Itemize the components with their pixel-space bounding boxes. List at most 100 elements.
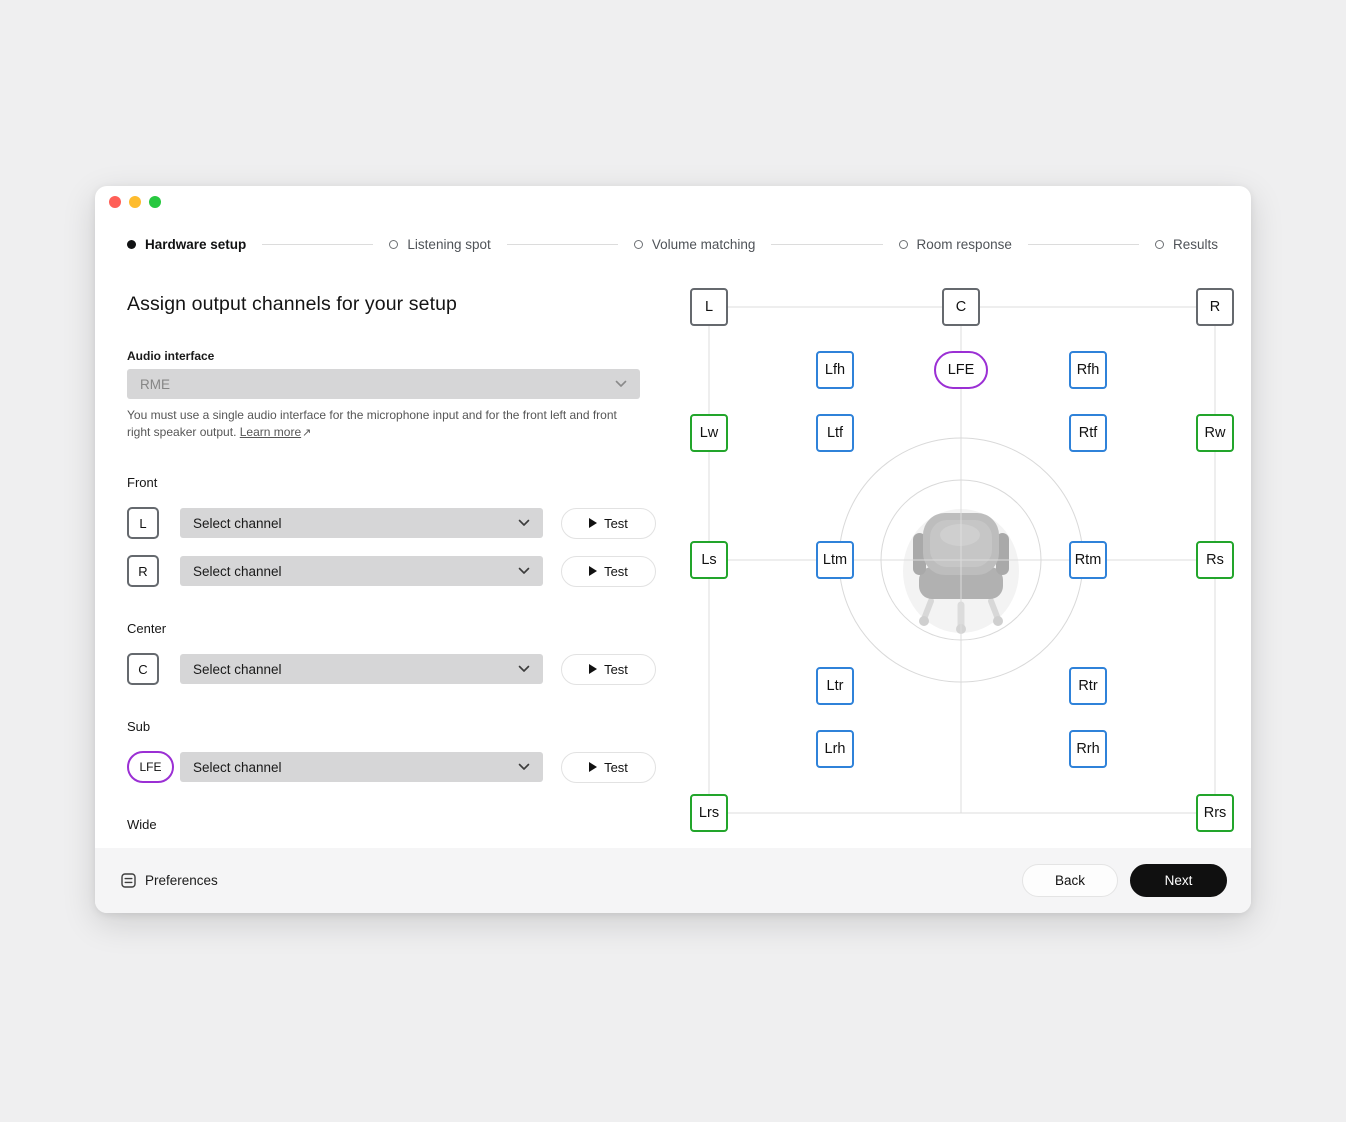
minimize-button[interactable] bbox=[129, 196, 141, 208]
chevron-down-icon bbox=[518, 519, 530, 526]
test-button-r[interactable]: Test bbox=[561, 555, 656, 587]
play-icon bbox=[589, 566, 598, 576]
diagram-speaker-rtr[interactable]: Rtr bbox=[1069, 667, 1107, 705]
close-button[interactable] bbox=[109, 196, 121, 208]
chevron-down-icon bbox=[518, 763, 530, 770]
diagram-speaker-rw[interactable]: Rw bbox=[1196, 414, 1234, 452]
stepper-step-results[interactable]: Results bbox=[1154, 237, 1218, 252]
audio-interface-select[interactable]: RME bbox=[127, 369, 640, 399]
diagram-speaker-r[interactable]: R bbox=[1196, 288, 1234, 326]
step-circle-icon bbox=[389, 240, 399, 249]
stepper-connector-line bbox=[1027, 244, 1139, 245]
preferences-icon bbox=[121, 873, 136, 888]
diagram-speaker-rtm[interactable]: Rtm bbox=[1069, 541, 1107, 579]
channel-row-l: L Select channel Test bbox=[127, 507, 656, 539]
stepper-connector-line bbox=[771, 244, 883, 245]
test-button-l[interactable]: Test bbox=[561, 507, 656, 539]
diagram-speaker-c[interactable]: C bbox=[942, 288, 980, 326]
footer-bar: Preferences Back Next bbox=[95, 848, 1251, 913]
window-controls bbox=[109, 196, 161, 208]
diagram-speaker-lw[interactable]: Lw bbox=[690, 414, 728, 452]
back-button[interactable]: Back bbox=[1022, 864, 1118, 897]
stepper-step-room-response[interactable]: Room response bbox=[898, 237, 1012, 252]
learn-more-link[interactable]: Learn more bbox=[239, 424, 302, 439]
speaker-badge-l: L bbox=[127, 507, 159, 539]
channel-select-placeholder: Select channel bbox=[193, 563, 282, 579]
section-label: Sub bbox=[127, 719, 151, 734]
channel-assignment-panel: Assign output channels for your setup Au… bbox=[127, 186, 656, 833]
step-label: Hardware setup bbox=[145, 237, 247, 252]
zoom-button[interactable] bbox=[149, 196, 161, 208]
app-window: Hardware setup Listening spot Volume match… bbox=[95, 186, 1251, 913]
chevron-down-icon bbox=[518, 665, 530, 672]
diagram-speaker-rs[interactable]: Rs bbox=[1196, 541, 1234, 579]
help-text: You must use a single audio interface fo… bbox=[127, 408, 617, 439]
next-button[interactable]: Next bbox=[1130, 864, 1227, 897]
step-label: Listening spot bbox=[407, 237, 491, 252]
channel-select-l[interactable]: Select channel bbox=[180, 508, 543, 538]
section-label: Front bbox=[127, 475, 158, 490]
preferences-button[interactable]: Preferences bbox=[121, 873, 218, 888]
diagram-speaker-rtf[interactable]: Rtf bbox=[1069, 414, 1107, 452]
section-label: Center bbox=[127, 621, 167, 636]
chevron-down-icon bbox=[518, 567, 530, 574]
diagram-speaker-lfe[interactable]: LFE bbox=[934, 351, 988, 389]
step-label: Room response bbox=[916, 237, 1012, 252]
audio-interface-value: RME bbox=[140, 376, 170, 392]
diagram-speaker-lfh[interactable]: Lfh bbox=[816, 351, 854, 389]
section-front: Front L Select channel Test R Select channel T… bbox=[127, 475, 656, 587]
stepper-step-volume-matching[interactable]: Volume matching bbox=[633, 237, 756, 252]
channel-row-r: R Select channel Test bbox=[127, 555, 656, 587]
preferences-label: Preferences bbox=[145, 873, 218, 888]
stepper-step-hardware-setup[interactable]: Hardware setup bbox=[127, 237, 246, 252]
channel-select-r[interactable]: Select channel bbox=[180, 556, 543, 586]
step-circle-icon bbox=[633, 240, 643, 249]
audio-interface-help: You must use a single audio interface fo… bbox=[127, 407, 639, 441]
section-label: Wide bbox=[127, 817, 157, 832]
speaker-badge-c: C bbox=[127, 653, 159, 685]
channel-select-placeholder: Select channel bbox=[193, 515, 282, 531]
test-button-label: Test bbox=[604, 759, 628, 775]
stepper-connector-line bbox=[506, 244, 618, 245]
channel-row-c: C Select channel Test bbox=[127, 653, 656, 685]
test-button-label: Test bbox=[604, 661, 628, 677]
section-wide: Wide bbox=[127, 817, 656, 833]
chevron-down-icon bbox=[615, 380, 627, 387]
diagram-speaker-lrh[interactable]: Lrh bbox=[816, 730, 854, 768]
diagram-speaker-ltr[interactable]: Ltr bbox=[816, 667, 854, 705]
diagram-speaker-rrh[interactable]: Rrh bbox=[1069, 730, 1107, 768]
channel-row-lfe: LFE Select channel Test bbox=[127, 751, 656, 783]
diagram-speaker-rrs[interactable]: Rrs bbox=[1196, 794, 1234, 832]
step-circle-icon bbox=[898, 240, 908, 249]
channel-select-c[interactable]: Select channel bbox=[180, 654, 543, 684]
channel-select-lfe[interactable]: Select channel bbox=[180, 752, 543, 782]
test-button-lfe[interactable]: Test bbox=[561, 751, 656, 783]
play-icon bbox=[589, 762, 598, 772]
page-title: Assign output channels for your setup bbox=[127, 293, 457, 315]
test-button-label: Test bbox=[604, 515, 628, 531]
channel-select-placeholder: Select channel bbox=[193, 759, 282, 775]
speaker-badge-r: R bbox=[127, 555, 159, 587]
stepper-step-listening-spot[interactable]: Listening spot bbox=[389, 237, 491, 252]
step-circle-icon bbox=[1154, 240, 1164, 249]
diagram-speaker-lrs[interactable]: Lrs bbox=[690, 794, 728, 832]
section-sub: Sub LFE Select channel Test bbox=[127, 719, 656, 783]
diagram-speaker-rfh[interactable]: Rfh bbox=[1069, 351, 1107, 389]
diagram-speaker-l[interactable]: L bbox=[690, 288, 728, 326]
diagram-speaker-ltf[interactable]: Ltf bbox=[816, 414, 854, 452]
test-button-label: Test bbox=[604, 563, 628, 579]
play-icon bbox=[589, 664, 598, 674]
speaker-badge-lfe: LFE bbox=[127, 751, 174, 783]
diagram-speaker-ls[interactable]: Ls bbox=[690, 541, 728, 579]
external-link-icon: ↗ bbox=[302, 426, 312, 439]
step-label: Results bbox=[1172, 237, 1218, 252]
step-active-dot-icon bbox=[127, 240, 136, 249]
speaker-layout-diagram: L C R Lfh LFE Rfh Lw Ltf Rtf Rw Ls Ltm Rtm Rs Ltr Rtr Lr… bbox=[680, 282, 1240, 842]
audio-interface-label: Audio interface bbox=[127, 349, 215, 363]
test-button-c[interactable]: Test bbox=[561, 653, 656, 685]
stepper: Hardware setup Listening spot Volume match… bbox=[127, 236, 1218, 253]
diagram-speaker-ltm[interactable]: Ltm bbox=[816, 541, 854, 579]
step-label: Volume matching bbox=[651, 237, 756, 252]
stepper-connector-line bbox=[262, 244, 374, 245]
